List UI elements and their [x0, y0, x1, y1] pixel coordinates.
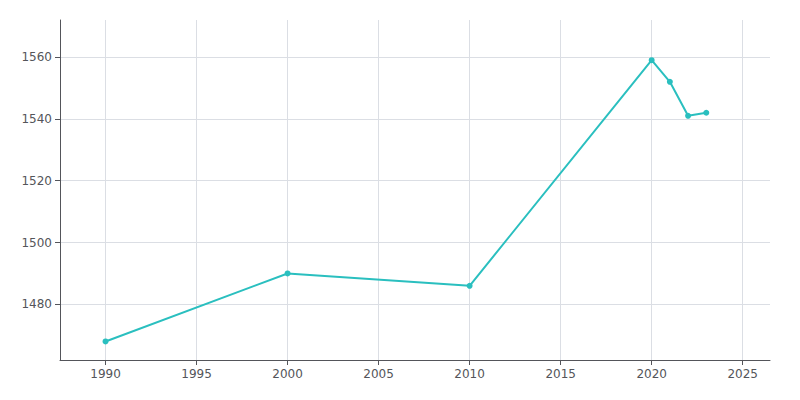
svg-text:1520: 1520 [21, 174, 52, 188]
svg-text:1995: 1995 [181, 367, 212, 381]
svg-text:2020: 2020 [636, 367, 667, 381]
svg-text:1480: 1480 [21, 297, 52, 311]
svg-text:1500: 1500 [21, 236, 52, 250]
svg-text:1990: 1990 [90, 367, 121, 381]
svg-text:2005: 2005 [363, 367, 394, 381]
svg-text:2025: 2025 [727, 367, 758, 381]
svg-text:1540: 1540 [21, 112, 52, 126]
svg-text:2010: 2010 [454, 367, 485, 381]
svg-text:1560: 1560 [21, 50, 52, 64]
svg-text:2000: 2000 [272, 367, 303, 381]
svg-text:2015: 2015 [545, 367, 576, 381]
